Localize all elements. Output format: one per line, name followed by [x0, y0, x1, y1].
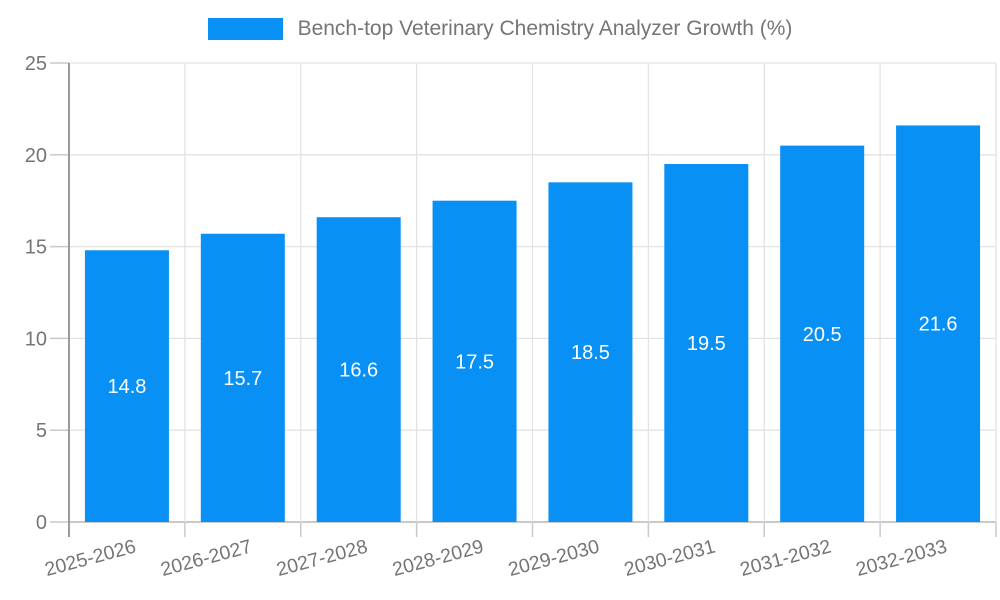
x-axis-category-label: 2032-2033: [854, 536, 950, 581]
legend-label: Bench-top Veterinary Chemistry Analyzer …: [297, 17, 793, 40]
bar: [432, 200, 517, 522]
bar-value-label: 16.6: [339, 360, 378, 382]
y-axis-tick-label: 25: [25, 53, 47, 75]
bar: [84, 250, 169, 522]
bar-value-label: 17.5: [455, 351, 494, 373]
bar: [548, 182, 633, 522]
bar: [780, 145, 865, 522]
bar-value-label: 14.8: [107, 376, 146, 398]
x-axis-category-label: 2027-2028: [274, 536, 370, 581]
bar: [316, 217, 401, 522]
x-axis-category-label: 2028-2029: [390, 536, 486, 581]
bar-value-label: 21.6: [919, 314, 958, 336]
y-axis-tick-label: 5: [36, 420, 47, 442]
x-axis-category-label: 2030-2031: [622, 536, 718, 581]
x-axis-category-label: 2029-2030: [506, 536, 602, 581]
bar: [200, 233, 285, 523]
bar-value-label: 20.5: [803, 324, 842, 346]
y-axis-tick-label: 20: [25, 145, 47, 167]
bar: [664, 163, 749, 523]
x-axis-category-label: 2031-2032: [738, 536, 834, 581]
bar-value-label: 15.7: [223, 368, 262, 390]
y-axis-tick-label: 15: [25, 237, 47, 259]
x-axis-category-label: 2026-2027: [158, 536, 254, 581]
bar-value-label: 19.5: [687, 333, 726, 355]
bar: [896, 125, 981, 522]
legend-swatch: [207, 18, 283, 40]
chart-legend: Bench-top Veterinary Chemistry Analyzer …: [0, 17, 1000, 41]
x-axis-category-label: 2025-2026: [42, 536, 138, 581]
y-axis-tick-label: 0: [36, 512, 47, 534]
bar-value-label: 18.5: [571, 342, 610, 364]
y-axis-tick-label: 10: [25, 328, 47, 350]
